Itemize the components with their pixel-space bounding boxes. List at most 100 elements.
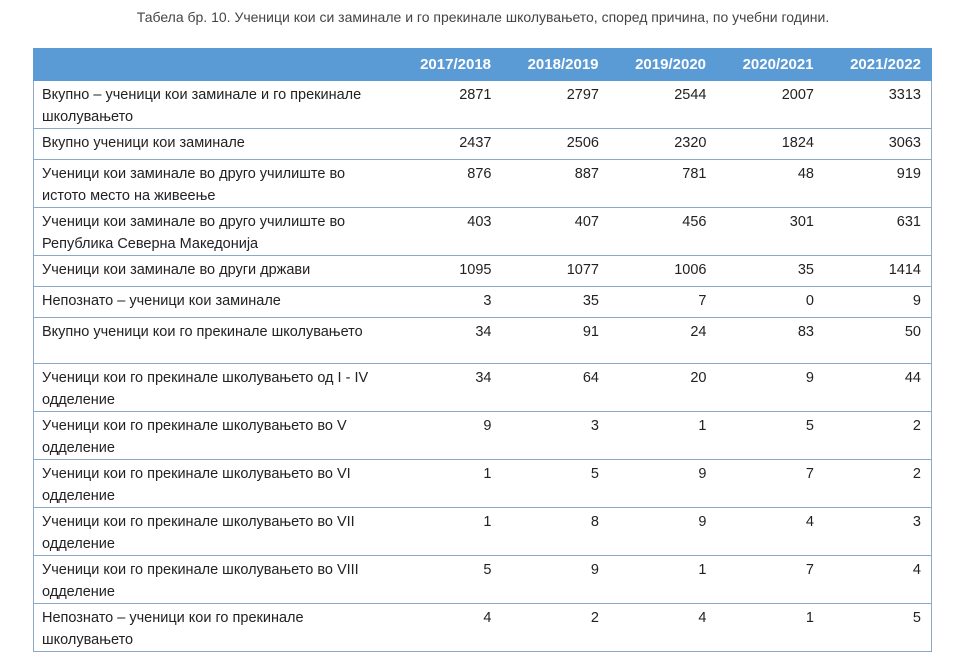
cell-value: 4 — [824, 555, 932, 604]
cell-value: 3 — [824, 507, 932, 556]
column-header: 2019/2020 — [608, 48, 717, 81]
cell-value: 7 — [609, 286, 717, 318]
row-label: Ученици кои заминале во друго училиште в… — [33, 207, 394, 256]
cell-value: 9 — [716, 363, 824, 412]
cell-value: 24 — [609, 317, 717, 364]
column-header: 2021/2022 — [823, 48, 932, 81]
cell-value: 35 — [501, 286, 609, 318]
row-label: Непознато – ученици кои го прекинале шко… — [33, 603, 394, 652]
cell-value: 919 — [824, 159, 932, 208]
table-row: Вкупно ученици кои заминале 2437 2506 2320 1… — [33, 128, 932, 160]
table-caption: Табела бр. 10. Ученици кои си заминале и… — [136, 9, 830, 25]
header-row: 2017/2018 2018/2019 2019/2020 2020/2021 2021… — [33, 48, 932, 81]
column-header: 2017/2018 — [393, 48, 502, 81]
column-header: 2018/2019 — [501, 48, 610, 81]
cell-value: 781 — [609, 159, 717, 208]
cell-value: 3063 — [824, 128, 932, 160]
cell-value: 0 — [716, 286, 824, 318]
cell-value: 301 — [716, 207, 824, 256]
cell-value: 876 — [394, 159, 502, 208]
cell-value: 1 — [609, 555, 717, 604]
cell-value: 1824 — [716, 128, 824, 160]
cell-value: 35 — [716, 255, 824, 287]
cell-value: 1 — [394, 459, 502, 508]
table-row: Ученици кои го прекинале школувањето во … — [33, 459, 932, 508]
cell-value: 3 — [394, 286, 502, 318]
row-label: Вкупно – ученици кои заминале и го преки… — [33, 80, 394, 129]
row-label: Вкупно ученици кои го прекинале школувањ… — [33, 317, 394, 364]
table-row: Ученици кои го прекинале школувањето во … — [33, 555, 932, 604]
table-row: Ученици кои заминале во друго училиште в… — [33, 159, 932, 208]
cell-value: 2506 — [501, 128, 609, 160]
cell-value: 5 — [716, 411, 824, 460]
cell-value: 403 — [394, 207, 502, 256]
cell-value: 3313 — [824, 80, 932, 129]
cell-value: 1 — [716, 603, 824, 652]
cell-value: 8 — [501, 507, 609, 556]
cell-value: 64 — [501, 363, 609, 412]
cell-value: 1 — [609, 411, 717, 460]
row-label: Вкупно ученици кои заминале — [33, 128, 394, 160]
table-row: Вкупно ученици кои го прекинале школувањ… — [33, 317, 932, 364]
cell-value: 91 — [501, 317, 609, 364]
cell-value: 7 — [716, 555, 824, 604]
column-header-blank — [33, 48, 395, 81]
cell-value: 5 — [394, 555, 502, 604]
cell-value: 1006 — [609, 255, 717, 287]
row-label: Ученици кои заминале во други држави — [33, 255, 394, 287]
cell-value: 1077 — [501, 255, 609, 287]
table-row: Непознато – ученици кои заминале 3 35 7 0 9 — [33, 286, 932, 318]
cell-value: 50 — [824, 317, 932, 364]
cell-value: 34 — [394, 363, 502, 412]
cell-value: 3 — [501, 411, 609, 460]
cell-value: 48 — [716, 159, 824, 208]
cell-value: 2437 — [394, 128, 502, 160]
cell-value: 9 — [609, 459, 717, 508]
cell-value: 7 — [716, 459, 824, 508]
cell-value: 9 — [824, 286, 932, 318]
cell-value: 2007 — [716, 80, 824, 129]
table-row: Ученици кои го прекинале школувањето во … — [33, 507, 932, 556]
cell-value: 2797 — [501, 80, 609, 129]
row-label: Ученици кои го прекинале школувањето во … — [33, 411, 394, 460]
cell-value: 9 — [609, 507, 717, 556]
table-row: Ученици кои го прекинале школувањето од … — [33, 363, 932, 412]
cell-value: 1414 — [824, 255, 932, 287]
row-label: Непознато – ученици кои заминале — [33, 286, 394, 318]
row-label: Ученици кои го прекинале школувањето во … — [33, 459, 394, 508]
cell-value: 20 — [609, 363, 717, 412]
cell-value: 44 — [824, 363, 932, 412]
cell-value: 2544 — [609, 80, 717, 129]
cell-value: 5 — [501, 459, 609, 508]
column-header: 2020/2021 — [716, 48, 825, 81]
row-label: Ученици кои заминале во друго училиште в… — [33, 159, 394, 208]
cell-value: 5 — [824, 603, 932, 652]
cell-value: 9 — [394, 411, 502, 460]
cell-value: 9 — [501, 555, 609, 604]
cell-value: 4 — [394, 603, 502, 652]
cell-value: 34 — [394, 317, 502, 364]
cell-value: 4 — [609, 603, 717, 652]
cell-value: 631 — [824, 207, 932, 256]
cell-value: 2871 — [394, 80, 502, 129]
cell-value: 83 — [716, 317, 824, 364]
cell-value: 1095 — [394, 255, 502, 287]
cell-value: 2 — [824, 459, 932, 508]
data-table: 2017/2018 2018/2019 2019/2020 2020/2021 2021… — [33, 48, 932, 652]
row-label: Ученици кои го прекинале школувањето во … — [33, 555, 394, 604]
cell-value: 4 — [716, 507, 824, 556]
cell-value: 2320 — [609, 128, 717, 160]
cell-value: 456 — [609, 207, 717, 256]
cell-value: 1 — [394, 507, 502, 556]
cell-value: 887 — [501, 159, 609, 208]
cell-value: 2 — [501, 603, 609, 652]
table-row: Ученици кои го прекинале школувањето во … — [33, 411, 932, 460]
cell-value: 2 — [824, 411, 932, 460]
row-label: Ученици кои го прекинале школувањето во … — [33, 507, 394, 556]
table-row: Ученици кои заминале во друго училиште в… — [33, 207, 932, 256]
table-row: Ученици кои заминале во други држави 1095… — [33, 255, 932, 287]
table-row: Непознато – ученици кои го прекинале шко… — [33, 603, 932, 652]
row-label: Ученици кои го прекинале школувањето од … — [33, 363, 394, 412]
table-row: Вкупно – ученици кои заминале и го преки… — [33, 80, 932, 129]
cell-value: 407 — [501, 207, 609, 256]
